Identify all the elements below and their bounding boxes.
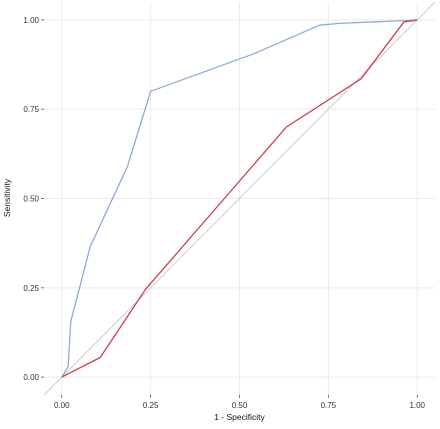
y-tick-label-3: 0.75 xyxy=(23,105,39,114)
x-tick-label-2: 0.50 xyxy=(232,401,248,410)
grid xyxy=(44,2,435,395)
y-tick-label-1: 0.25 xyxy=(23,284,39,293)
roc-curve-1 xyxy=(61,19,418,378)
x-tick-label-1: 0.25 xyxy=(143,401,159,410)
roc-curve-2 xyxy=(61,19,418,378)
y-tick-label-2: 0.50 xyxy=(23,195,39,204)
series-layer xyxy=(61,19,418,378)
x-axis-title: 1 - Specificity xyxy=(214,412,265,422)
x-axis: 0.00 0.25 0.50 0.75 1.00 xyxy=(54,395,426,410)
y-tick-label-4: 1.00 xyxy=(23,16,39,25)
y-axis-title: Sensitivity xyxy=(2,178,12,217)
y-tick-label-0: 0.00 xyxy=(23,373,39,382)
y-axis: 0.00 0.25 0.50 0.75 1.00 xyxy=(23,16,44,382)
x-tick-label-3: 0.75 xyxy=(321,401,337,410)
x-tick-label-4: 1.00 xyxy=(409,401,425,410)
x-tick-label-0: 0.00 xyxy=(54,401,70,410)
